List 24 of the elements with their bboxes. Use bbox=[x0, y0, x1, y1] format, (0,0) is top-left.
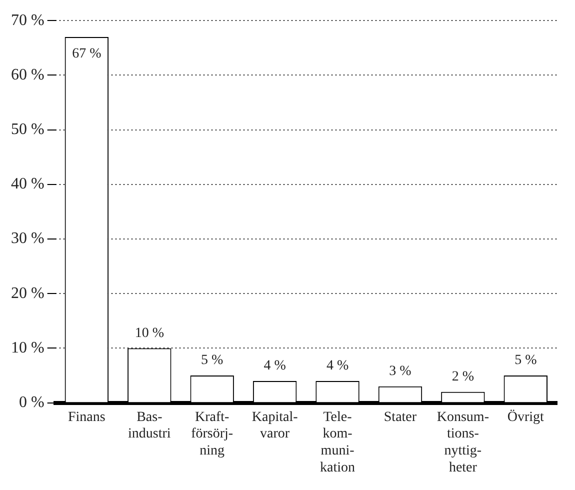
data-label: 4 % bbox=[326, 358, 349, 374]
data-label: 67 % bbox=[72, 46, 102, 62]
y-tick-label: 0 % bbox=[19, 394, 44, 412]
data-label: 4 % bbox=[264, 358, 286, 374]
y-tick-label: 40 % bbox=[11, 176, 44, 193]
x-tick-label: Stater bbox=[384, 410, 417, 425]
y-tick-label: 70 % bbox=[11, 12, 44, 29]
data-label: 10 % bbox=[134, 326, 164, 341]
x-tick-label: Tele- kom- muni- kation bbox=[320, 410, 356, 476]
x-tick-label: Finans bbox=[68, 410, 106, 425]
y-tick-label: 50 % bbox=[11, 121, 44, 138]
data-label: 5 % bbox=[514, 353, 538, 368]
y-tick-label: 10 % bbox=[11, 339, 44, 356]
y-tick-label: 30 % bbox=[11, 230, 44, 248]
data-label: 2 % bbox=[452, 370, 474, 385]
x-tick-label: Bas- industri bbox=[128, 410, 171, 442]
y-tick-label: 20 % bbox=[11, 284, 44, 302]
x-tick-label: Kapital- varor bbox=[252, 410, 298, 442]
x-tick-label: Kraft- försörj- ning bbox=[191, 410, 234, 458]
x-tick-label: Övrigt bbox=[507, 408, 544, 425]
data-label: 3 % bbox=[389, 364, 412, 380]
data-label: 5 % bbox=[201, 353, 224, 368]
y-tick-label: 60 % bbox=[11, 66, 44, 84]
x-tick-label: Konsum- tions- nyttig- heter bbox=[436, 410, 490, 476]
